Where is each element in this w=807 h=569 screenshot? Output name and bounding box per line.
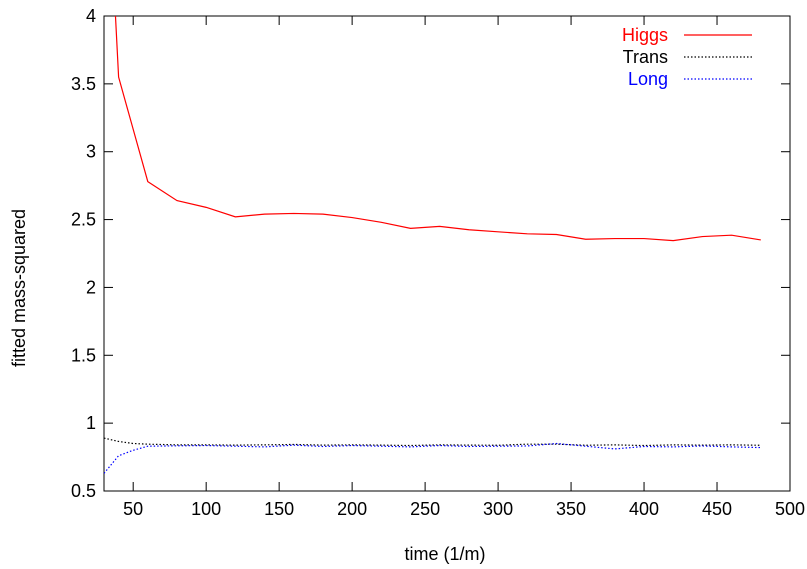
series-line-trans [104, 437, 761, 447]
y-tick-label: 1 [86, 413, 96, 433]
x-tick-label: 300 [483, 499, 513, 519]
x-axis-label: time (1/m) [405, 544, 486, 564]
y-tick-label: 3 [86, 142, 96, 162]
y-tick-label: 3.5 [71, 74, 96, 94]
series-layer [104, 16, 761, 474]
y-tick-label: 4 [86, 6, 96, 26]
x-axis-ticks: 50 100 150 200 250 300 350 400 450 500 [123, 16, 805, 519]
x-tick-label: 350 [556, 499, 586, 519]
x-tick-label: 400 [629, 499, 659, 519]
axes-frame [103, 15, 791, 492]
series-line-higgs [114, 16, 761, 242]
x-tick-label: 250 [410, 499, 440, 519]
y-axis-label: fitted mass-squared [9, 209, 29, 367]
legend-label-higgs: Higgs [622, 25, 668, 45]
series-line-long [104, 442, 761, 474]
x-tick-label: 450 [702, 499, 732, 519]
x-tick-label: 100 [191, 499, 221, 519]
y-tick-label: 2.5 [71, 210, 96, 230]
legend-label-trans: Trans [623, 47, 668, 67]
x-tick-label: 50 [123, 499, 143, 519]
y-tick-label: 2 [86, 277, 96, 297]
y-tick-label: 1.5 [71, 345, 96, 365]
x-tick-label: 150 [264, 499, 294, 519]
y-tick-label: 0.5 [71, 481, 96, 501]
legend-label-long: Long [628, 69, 668, 89]
plot-frame [103, 15, 791, 492]
x-tick-label: 200 [337, 499, 367, 519]
x-tick-label: 500 [775, 499, 805, 519]
y-axis-ticks: 0.5 1 1.5 2 2.5 3 3.5 4 [71, 6, 790, 501]
